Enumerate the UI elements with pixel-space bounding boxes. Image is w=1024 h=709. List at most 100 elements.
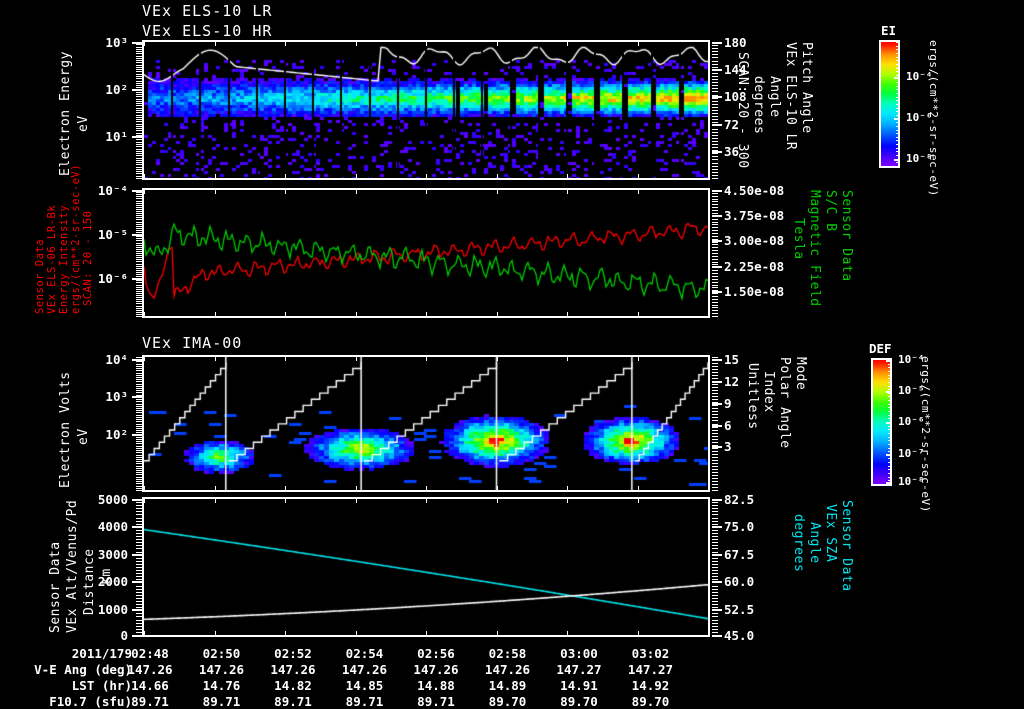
axis-tick-minor xyxy=(712,555,718,556)
axis-tick-minor xyxy=(712,527,718,528)
axis-tick-minor xyxy=(136,406,142,407)
axis-tick-label: 5000 xyxy=(97,491,128,507)
axis-tick-major xyxy=(712,214,722,217)
xaxis-tick xyxy=(638,631,639,637)
bottom-table-cell: 147.26 xyxy=(484,662,531,677)
xaxis-tick xyxy=(497,631,498,637)
panel1-right-axis-label-line2: VEx ELS-10 LR xyxy=(783,42,798,151)
panel3-colorbar-tick-label: 10⁻⁸ xyxy=(898,475,925,489)
axis-tick-minor xyxy=(712,230,718,231)
axis-tick-minor xyxy=(136,245,142,246)
axis-tick-major xyxy=(712,358,722,361)
panel3-colorbar-tick-minor xyxy=(888,389,892,390)
axis-tick-minor xyxy=(136,81,142,82)
axis-tick-minor xyxy=(712,163,718,164)
panel1-colorbar-tick-minor xyxy=(896,144,900,145)
axis-tick-minor xyxy=(136,230,142,231)
panel1-colorbar-tick-minor xyxy=(896,137,900,138)
axis-tick-minor xyxy=(136,397,142,398)
panel4-plot-frame[interactable] xyxy=(142,497,710,637)
axis-tick-minor xyxy=(136,486,142,487)
bottom-table-cell: 89.70 xyxy=(631,694,670,709)
axis-tick-minor xyxy=(712,436,718,437)
xaxis-tick xyxy=(285,631,286,637)
panel1-plot-frame[interactable] xyxy=(142,40,710,180)
panel3-colorbar-tick-minor xyxy=(888,429,892,430)
axis-tick-minor xyxy=(712,42,718,43)
axis-tick-label: 144 xyxy=(724,62,747,78)
xaxis-tick xyxy=(356,40,357,46)
panel3-colorbar-tick-minor xyxy=(888,415,892,416)
axis-tick-major xyxy=(712,151,722,153)
axis-tick-minor xyxy=(712,95,718,96)
axis-tick-minor xyxy=(136,518,142,519)
xaxis-tick xyxy=(356,486,357,492)
axis-tick-minor xyxy=(136,87,142,88)
axis-tick-minor xyxy=(136,306,142,307)
axis-tick-minor xyxy=(136,276,142,277)
panel2-plot-frame[interactable] xyxy=(142,188,710,318)
axis-tick-minor xyxy=(136,268,142,269)
panel3-colorbar-tick-minor xyxy=(888,437,892,438)
axis-tick-minor xyxy=(712,70,718,71)
panel3-colorbar-unit-text: ergs/(cm**2-sr-sec-eV) xyxy=(919,356,932,513)
axis-tick-major xyxy=(712,608,722,611)
axis-tick-minor xyxy=(136,272,142,273)
axis-tick-minor xyxy=(136,490,142,491)
axis-tick-minor xyxy=(136,60,142,61)
axis-tick-minor xyxy=(136,601,142,602)
axis-tick-minor xyxy=(712,222,718,223)
axis-tick-minor xyxy=(136,65,142,66)
axis-tick-label: 45.0 xyxy=(724,627,755,643)
xaxis-tick xyxy=(356,355,357,361)
panel1-colorbar-tick-minor xyxy=(896,140,900,141)
axis-tick-label: 3.00e-08 xyxy=(724,233,785,249)
xaxis-tick xyxy=(567,497,568,503)
axis-tick-label: 12 xyxy=(724,373,740,389)
axis-tick-minor xyxy=(136,357,142,358)
axis-tick-minor xyxy=(136,274,142,275)
xaxis-tick xyxy=(497,355,498,361)
panel1-colorbar-tick-minor xyxy=(896,166,900,167)
axis-tick-minor xyxy=(136,511,142,512)
axis-tick-minor xyxy=(712,285,718,286)
axis-tick-minor xyxy=(136,573,142,574)
bottom-table-cell: 147.26 xyxy=(270,662,316,677)
axis-tick-minor xyxy=(136,232,142,233)
axis-tick-minor xyxy=(136,623,142,624)
axis-tick-minor xyxy=(136,472,142,473)
axis-tick-minor xyxy=(712,107,718,108)
axis-tick-minor xyxy=(136,99,142,100)
axis-tick-minor xyxy=(136,78,142,79)
axis-tick-minor xyxy=(136,228,142,229)
xaxis-tick xyxy=(144,497,145,503)
axis-tick-minor xyxy=(136,198,142,199)
axis-tick-minor xyxy=(136,468,142,469)
panel3-colorbar-tick-minor xyxy=(888,411,892,412)
axis-tick-minor xyxy=(136,455,142,456)
axis-tick-minor xyxy=(712,381,718,382)
axis-tick-minor xyxy=(136,424,142,425)
panel3-colorbar-tick xyxy=(886,482,892,485)
panel3-plot-frame[interactable] xyxy=(142,355,710,492)
panel1-right-axis-label-line3: Angle xyxy=(767,76,782,118)
axis-tick-minor xyxy=(712,487,718,488)
axis-tick-minor xyxy=(712,175,718,176)
axis-tick-minor xyxy=(136,178,142,179)
panel2-right-axis-label-line2: S/C B xyxy=(823,190,838,232)
panel1-title-line1: VEx ELS-10 LR xyxy=(142,2,273,20)
axis-tick-minor xyxy=(136,133,142,134)
axis-tick-minor xyxy=(712,561,718,562)
axis-tick-minor xyxy=(136,461,142,462)
axis-tick-major xyxy=(712,96,722,99)
axis-tick-minor xyxy=(136,502,142,503)
axis-tick-minor xyxy=(136,295,142,296)
xaxis-tick xyxy=(708,188,709,194)
axis-tick-minor xyxy=(136,153,142,154)
bottom-table-cell: 147.26 xyxy=(127,662,173,677)
bottom-table-cell: 02:54 xyxy=(345,646,384,661)
axis-tick-major xyxy=(712,240,722,243)
axis-tick-minor xyxy=(136,437,142,438)
xaxis-tick xyxy=(285,486,286,492)
axis-tick-minor xyxy=(712,396,718,397)
